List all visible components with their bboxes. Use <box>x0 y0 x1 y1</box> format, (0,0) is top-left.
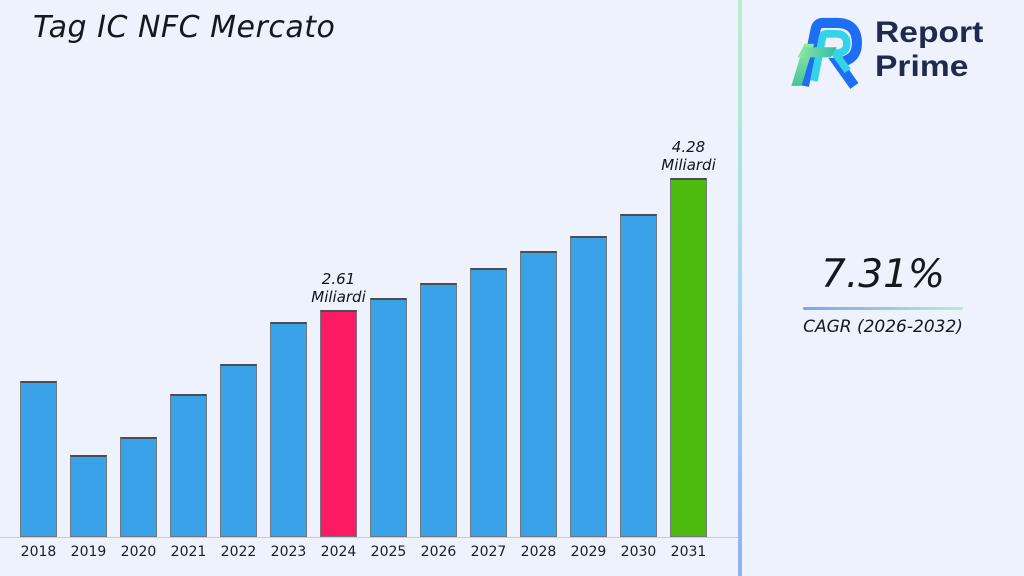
bar-column-2020: 2020 <box>120 437 157 560</box>
x-tick-2021: 2021 <box>170 544 207 560</box>
x-tick-2020: 2020 <box>120 544 157 560</box>
logo-text-line1: Report <box>875 16 984 49</box>
bar-column-2023: 2023 <box>270 322 307 560</box>
bar-2022 <box>220 364 257 537</box>
bar-2019 <box>70 455 107 537</box>
x-tick-2028: 2028 <box>520 544 557 560</box>
bar-2021 <box>170 394 207 537</box>
bar-2018 <box>20 381 57 537</box>
bar-column-2027: 2027 <box>470 268 507 560</box>
bar-chart: 2018 2019 2020 2021 2022 2023 2.61 Miliardi 202… <box>0 0 738 561</box>
bar-2020 <box>120 437 157 537</box>
bar-column-2024: 2.61 Miliardi 2024 <box>311 270 366 561</box>
bar-column-2028: 2028 <box>520 251 557 560</box>
bar-column-2025: 2025 <box>370 298 407 560</box>
x-tick-2029: 2029 <box>570 544 607 560</box>
bar-series: 2018 2019 2020 2021 2022 2023 2.61 Miliardi 202… <box>20 0 716 561</box>
cagr-label: CAGR (2026-2032) <box>803 316 963 337</box>
bar-2028 <box>520 251 557 537</box>
bar-column-2022: 2022 <box>220 364 257 560</box>
x-tick-2018: 2018 <box>20 544 57 560</box>
x-tick-2023: 2023 <box>270 544 307 560</box>
logo-text: Report Prime <box>875 16 983 84</box>
bar-column-2029: 2029 <box>570 236 607 560</box>
cagr-value: 7.31% <box>821 252 945 297</box>
x-tick-2027: 2027 <box>470 544 507 560</box>
cagr-underline <box>803 306 963 310</box>
bar-2024: 2.61 Miliardi <box>311 270 366 537</box>
report-prime-logo-icon <box>791 17 862 89</box>
bar-2027 <box>470 268 507 537</box>
value-label-2024: 2.61 Miliardi <box>311 269 366 307</box>
bar-column-2021: 2021 <box>170 394 207 560</box>
x-tick-2026: 2026 <box>420 544 457 560</box>
x-tick-2030: 2030 <box>620 544 657 560</box>
x-tick-2022: 2022 <box>220 544 257 560</box>
logo-text-line2: Prime <box>875 49 969 83</box>
bar-column-2030: 2030 <box>620 214 657 560</box>
bar-column-2019: 2019 <box>70 455 107 560</box>
bar-2029 <box>570 236 607 537</box>
vertical-divider <box>738 0 742 576</box>
bar-2025 <box>370 298 407 537</box>
cagr-panel: 7.31% CAGR (2026-2032) <box>742 0 1024 576</box>
page-title: Tag IC NFC Mercato <box>33 10 336 45</box>
x-axis-line <box>0 537 738 538</box>
x-tick-2019: 2019 <box>70 544 107 560</box>
bar-column-2031: 4.28 Miliardi 2031 <box>661 138 716 561</box>
x-tick-2024: 2024 <box>320 544 357 560</box>
bar-2030 <box>620 214 657 537</box>
bar-2026 <box>420 283 457 537</box>
bar-column-2018: 2018 <box>20 381 57 560</box>
bar-2031: 4.28 Miliardi <box>661 138 716 537</box>
x-tick-2025: 2025 <box>370 544 407 560</box>
bar-column-2026: 2026 <box>420 283 457 560</box>
bar-2023 <box>270 322 307 537</box>
x-tick-2031: 2031 <box>670 544 707 560</box>
value-label-2031: 4.28 Miliardi <box>661 137 716 175</box>
